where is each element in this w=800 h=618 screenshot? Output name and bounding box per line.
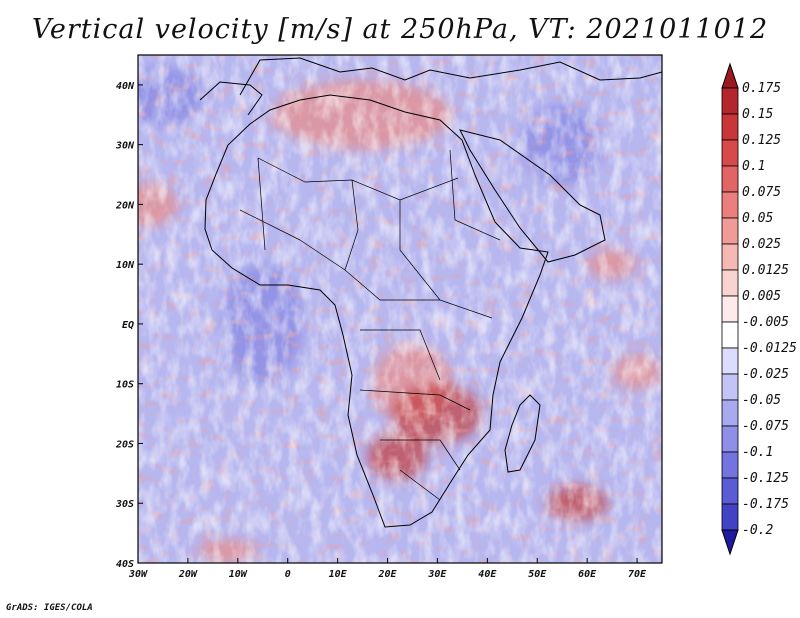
colorbar-band (721, 321, 739, 349)
colorbar-label: 0.005 (742, 289, 781, 304)
lon-tick-label: 10W (229, 569, 248, 580)
colorbar-label: 0.025 (742, 237, 781, 252)
lon-tick-label: 20W (178, 569, 198, 580)
velocity-field (138, 55, 662, 563)
lat-tick-label: 20S (115, 439, 134, 450)
lat-tick-label: 20N (115, 200, 135, 211)
colorbar-label: -0.1 (742, 445, 773, 460)
colorbar-label: 0.15 (742, 107, 773, 122)
lon-tick-label: 20E (377, 569, 397, 580)
colorbar-label: -0.025 (742, 367, 789, 382)
lat-tick-label: 10S (116, 380, 134, 391)
colorbar-label: -0.175 (742, 497, 789, 512)
latitude-axis: 40N 30N 20N 10N EQ 10S 20S 30S 40S (115, 81, 143, 570)
colorbar-band (721, 425, 739, 453)
colorbar-band (721, 451, 739, 479)
lon-tick-label: 40E (478, 569, 497, 580)
lat-tick-label: 30N (115, 141, 135, 152)
lat-tick-label: 30S (115, 499, 134, 510)
colorbar-band (721, 113, 739, 141)
coastlines (199, 57, 662, 528)
lon-tick-label: 60E (578, 569, 597, 580)
colorbar-band (721, 243, 739, 271)
colorbar-label: 0.175 (742, 81, 781, 96)
colorbar-label: 0.0125 (742, 263, 789, 278)
colorbar-band (721, 217, 739, 245)
colorbar-band (721, 503, 739, 531)
field-texture (138, 55, 662, 563)
lat-tick-label: EQ (122, 320, 134, 331)
lon-tick-label: 30W (128, 569, 148, 580)
colorbar-label: -0.005 (742, 315, 789, 330)
colorbar-band (721, 269, 739, 297)
lat-tick-label: 40N (116, 81, 135, 92)
colorbar-band (721, 347, 739, 375)
colorbar-label: -0.0125 (742, 341, 797, 356)
plot-frame (137, 54, 663, 564)
colorbar-band (721, 165, 739, 193)
colorbar-band (721, 477, 739, 505)
colorbar-label: -0.2 (742, 523, 773, 538)
colorbar-band (721, 87, 739, 115)
colorbar-top-arrow (721, 62, 739, 89)
colorbar-label: -0.125 (742, 471, 789, 486)
africa-coastline (204, 94, 549, 528)
lon-tick-label: 50E (528, 569, 547, 580)
arabia-coastline (459, 129, 606, 263)
map-title: Vertical velocity [m/s] at 250hPa, VT: 2… (31, 14, 769, 45)
colorbar-label: 0.075 (742, 185, 781, 200)
colorbar-label: 0.1 (742, 159, 765, 174)
lon-tick-label: 70E (628, 569, 647, 580)
credit-label: GrADS: IGES/COLA (6, 603, 93, 613)
borders (239, 149, 501, 501)
longitude-axis: 30W 20W 10W 0 10E 20E 30E 40E 50E 60E 70E (128, 558, 647, 580)
lat-tick-label: 40S (116, 559, 134, 570)
colorbar: 0.175 0.15 0.125 0.1 0.075 0.05 0.025 0.0125 0.0… (721, 62, 797, 556)
lat-tick-label: 10N (116, 260, 135, 271)
colorbar-label: -0.075 (742, 419, 789, 434)
colorbar-bottom-arrow (721, 529, 739, 556)
lon-tick-label: 0 (285, 569, 291, 580)
colorbar-band (721, 373, 739, 401)
iberia-coastline (199, 81, 263, 116)
madagascar-coastline (504, 394, 541, 473)
colorbar-label: 0.125 (742, 133, 781, 148)
colorbar-band (721, 295, 739, 323)
colorbar-band (721, 139, 739, 167)
colorbar-band (721, 399, 739, 427)
colorbar-label: -0.05 (742, 393, 781, 408)
europe-coastline (239, 57, 662, 96)
colorbar-label: 0.05 (742, 211, 773, 226)
colorbar-band (721, 191, 739, 219)
lon-tick-label: 30E (427, 569, 447, 580)
lon-tick-label: 10E (329, 569, 348, 580)
